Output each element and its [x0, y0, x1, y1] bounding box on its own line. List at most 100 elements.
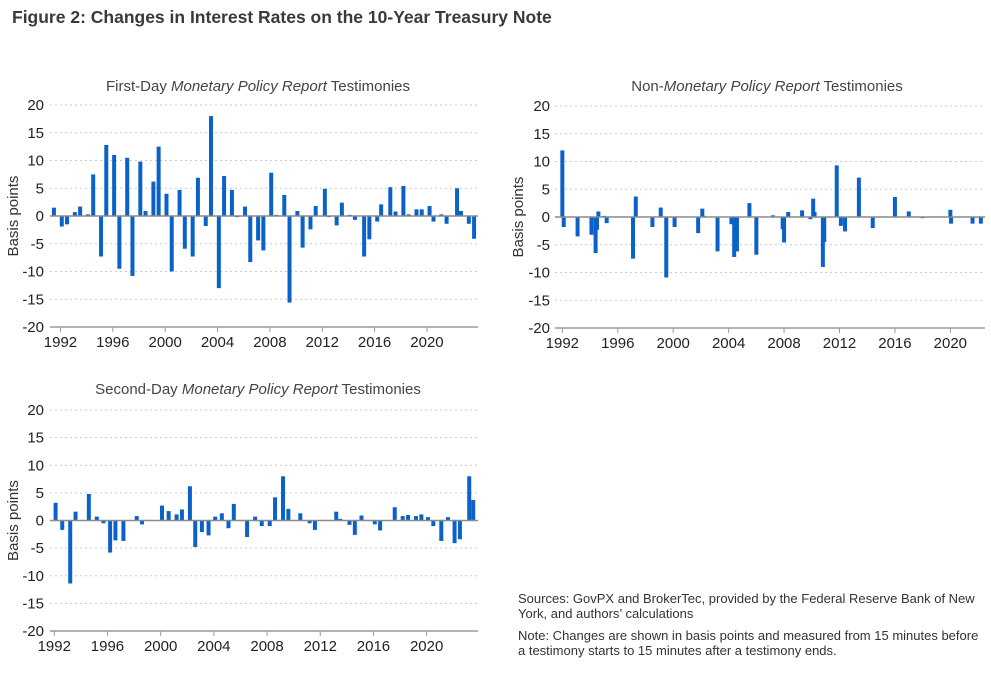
bar [229, 189, 234, 216]
bar [248, 216, 253, 263]
bar [338, 518, 343, 521]
y-tick-label: 0 [36, 513, 44, 530]
bar [99, 216, 104, 257]
bar [226, 520, 231, 529]
bar [393, 211, 398, 216]
x-tick-label: 2000 [657, 335, 690, 352]
x-tick-label: 2012 [304, 638, 337, 655]
figure-title: Figure 2: Changes in Interest Rates on t… [12, 7, 552, 27]
bar [770, 215, 775, 217]
bar [85, 214, 90, 216]
x-tick-label: 2020 [410, 334, 443, 351]
bar [362, 216, 367, 257]
bar [425, 517, 430, 521]
y-tick-label: 0 [36, 208, 44, 225]
bar [734, 217, 739, 252]
y-tick-label: 10 [27, 153, 44, 170]
bar [322, 188, 327, 216]
bar [367, 216, 372, 240]
bar [375, 216, 380, 222]
y-axis-label: Basis points [5, 176, 22, 257]
bar [334, 216, 339, 226]
bar [431, 216, 436, 222]
bar [307, 520, 312, 524]
x-tick-label: 2012 [823, 335, 856, 352]
bar [193, 520, 198, 548]
y-tick-label: 5 [36, 180, 44, 197]
bar [457, 520, 462, 540]
bar [604, 217, 609, 224]
bar [948, 209, 953, 217]
bar [259, 520, 264, 527]
bar [401, 186, 406, 216]
note-text: Note: Changes are shown in basis points … [518, 628, 979, 658]
bar [195, 177, 200, 216]
bar [134, 516, 139, 521]
x-tick-label: 2000 [148, 334, 181, 351]
bar [444, 216, 449, 224]
bar [177, 189, 182, 216]
x-tick-label: 2020 [410, 638, 443, 655]
y-tick-label: -15 [22, 291, 44, 308]
bar [253, 516, 258, 521]
x-tick-label: 2004 [197, 638, 230, 655]
bar [174, 514, 179, 521]
bar [51, 207, 56, 216]
x-tick-label: 1992 [44, 334, 77, 351]
bar [359, 515, 364, 521]
bar [243, 206, 248, 216]
bar [261, 216, 266, 251]
y-tick-label: -20 [22, 319, 44, 336]
bar [182, 216, 187, 249]
bar [231, 503, 236, 521]
bar [313, 206, 318, 216]
bar [439, 214, 444, 216]
bar [870, 217, 875, 229]
bar [273, 497, 278, 521]
bar [216, 216, 221, 289]
bar [347, 520, 352, 525]
bar [372, 520, 377, 525]
y-tick-label: -20 [528, 320, 550, 337]
bar [286, 508, 291, 521]
bar [352, 520, 357, 535]
y-tick-label: -10 [22, 264, 44, 281]
bar [467, 476, 472, 521]
bar [561, 217, 566, 227]
bar [179, 509, 184, 521]
y-tick-label: 15 [27, 125, 44, 142]
bar [594, 217, 599, 230]
y-tick-label: 20 [533, 98, 550, 115]
y-axis-label: Basis points [5, 480, 22, 561]
bar [589, 217, 594, 235]
bar [696, 217, 701, 234]
bar [786, 212, 791, 217]
bar [164, 193, 169, 216]
bar [970, 217, 975, 224]
bar [856, 177, 861, 217]
bar [811, 198, 816, 217]
bar [812, 212, 817, 217]
bar [295, 211, 300, 216]
y-tick-label: -10 [528, 265, 550, 282]
sources-text: Sources: GovPX and BrokerTec, provided b… [518, 591, 975, 621]
x-tick-label: 1996 [96, 334, 129, 351]
bar [269, 172, 274, 216]
bar [439, 520, 444, 541]
bar [117, 216, 122, 269]
y-tick-label: 20 [27, 97, 44, 114]
x-tick-label: 1996 [91, 638, 124, 655]
bar [834, 165, 839, 217]
x-tick-label: 2008 [250, 638, 283, 655]
bar [593, 217, 598, 254]
bar [978, 217, 983, 224]
bar [78, 206, 83, 216]
bar [400, 516, 405, 521]
bar [452, 520, 457, 544]
bar [112, 154, 117, 216]
bar [281, 476, 286, 521]
bar [782, 217, 787, 243]
bar [406, 514, 411, 521]
bar [219, 513, 224, 521]
